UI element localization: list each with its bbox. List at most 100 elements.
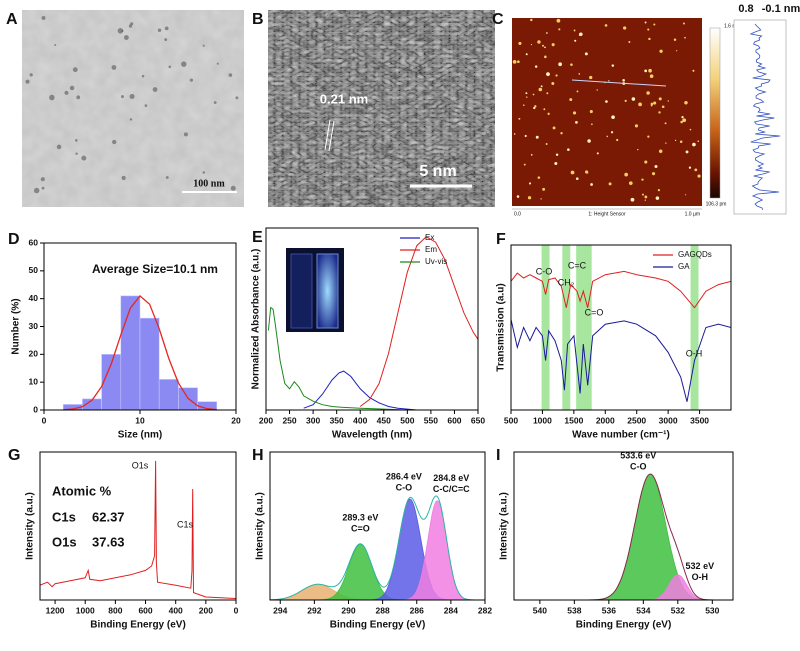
x-axis-label: Binding Energy (eV) xyxy=(330,620,426,631)
atomic-cell: O1s xyxy=(52,534,77,549)
afm-particle xyxy=(538,87,543,92)
afm-particle xyxy=(534,105,537,108)
annotation: Average Size=10.1 nm xyxy=(92,262,218,276)
annotation: C-O xyxy=(536,266,553,276)
y-tick-label: 0 xyxy=(33,404,38,414)
particles xyxy=(25,15,239,194)
y-tick-label: 20 xyxy=(29,349,39,359)
afm-particle xyxy=(684,36,686,39)
band xyxy=(562,245,571,410)
profile-label: 0.8 xyxy=(738,3,753,15)
afm-particle xyxy=(542,187,546,191)
panel-label: G xyxy=(8,447,20,464)
plot-frame xyxy=(39,451,237,601)
afm-particle xyxy=(628,41,631,44)
afm-particle xyxy=(546,92,549,95)
afm-particle xyxy=(684,101,688,105)
afm-particle xyxy=(682,118,687,123)
afm-particle xyxy=(545,143,548,146)
afm-particle xyxy=(673,38,677,41)
panel-label: D xyxy=(8,231,20,248)
lattice-marker xyxy=(324,119,331,151)
x-tick-label: 20 xyxy=(231,415,241,425)
afm-particle xyxy=(611,115,615,119)
afm-particle xyxy=(546,32,548,34)
x-tick-label: 540 xyxy=(533,605,547,615)
particle xyxy=(121,175,126,181)
particle xyxy=(76,95,81,100)
particle xyxy=(128,24,133,28)
hrtem-image xyxy=(268,10,495,207)
afm-particle xyxy=(558,28,561,31)
panel-label: F xyxy=(496,231,506,248)
afm-particle xyxy=(578,34,581,36)
particle xyxy=(129,118,133,121)
afm-particle xyxy=(697,174,701,178)
profile-label: -0.1 nm xyxy=(762,3,800,15)
particle xyxy=(64,90,69,95)
afm-particle xyxy=(689,128,692,131)
afm-particle xyxy=(589,110,593,114)
afm-particle xyxy=(544,46,546,49)
afm-particle xyxy=(676,50,678,52)
panel-label: H xyxy=(252,447,264,464)
afm-particle xyxy=(644,195,648,199)
y-tick-label: 40 xyxy=(29,293,39,303)
afm-particle xyxy=(525,53,528,56)
afm-particle xyxy=(524,134,527,138)
y-tick-label: 30 xyxy=(29,321,39,331)
afm-particle xyxy=(530,18,533,22)
afm-particle xyxy=(528,182,532,185)
afm-particle xyxy=(630,197,635,202)
particle xyxy=(41,15,46,20)
x-tick-label: 290 xyxy=(341,605,355,615)
height-profile xyxy=(749,23,781,211)
colorbar xyxy=(709,27,721,199)
particle xyxy=(183,132,188,137)
particle xyxy=(69,85,75,91)
afm-particle xyxy=(608,80,610,82)
x-tick-label: 550 xyxy=(424,415,438,425)
x-tick-label: 200 xyxy=(199,605,213,615)
peak-energy: 533.6 eV xyxy=(620,451,656,461)
x-tick-label: 600 xyxy=(447,415,461,425)
atomic-cell: 37.63 xyxy=(92,534,125,549)
band xyxy=(541,245,550,410)
afm-particle xyxy=(641,193,644,196)
peak-energy: 289.3 eV xyxy=(342,513,378,523)
x-tick-label: 284 xyxy=(444,605,458,615)
particle xyxy=(111,65,117,70)
colorbar-label: 106.3 pm xyxy=(706,201,727,207)
afm-particle xyxy=(694,168,698,172)
afm-particle xyxy=(591,123,593,126)
particle xyxy=(165,176,169,179)
afm-particle xyxy=(624,172,629,177)
x-tick-label: 1000 xyxy=(533,415,552,425)
particle xyxy=(144,104,148,107)
afm-particle xyxy=(644,160,648,164)
particle xyxy=(33,187,40,194)
afm-particle xyxy=(634,124,638,128)
x-tick-label: 1500 xyxy=(564,415,583,425)
annotation: O1s xyxy=(132,460,149,470)
afm-particle xyxy=(692,69,695,72)
afm-particle xyxy=(575,177,579,181)
particle xyxy=(129,93,135,100)
series-line xyxy=(511,319,731,402)
bar xyxy=(158,379,179,411)
annotation: O-H xyxy=(686,348,703,358)
annotation: C1s xyxy=(177,519,194,529)
afm-particle xyxy=(644,69,648,73)
afm-particle xyxy=(680,120,683,124)
y-axis-label: Intensity (a.u.) xyxy=(499,492,510,560)
afm-particle xyxy=(682,22,685,25)
afm-particle xyxy=(688,166,692,169)
afm-particle xyxy=(560,132,563,135)
afm-particle xyxy=(654,164,658,168)
particle xyxy=(202,171,206,174)
x-axis-label: Binding Energy (eV) xyxy=(576,620,672,631)
afm-particle xyxy=(697,140,700,143)
afm-particle xyxy=(638,102,642,107)
annotation: C=C xyxy=(568,260,587,270)
afm-particle xyxy=(681,116,684,119)
